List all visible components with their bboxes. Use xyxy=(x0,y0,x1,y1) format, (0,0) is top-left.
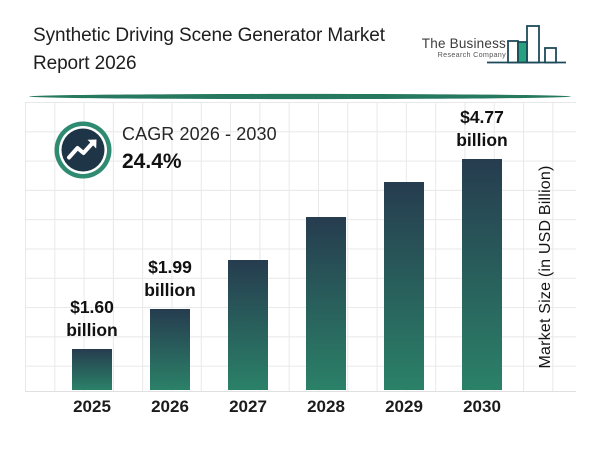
cagr-value: 24.4% xyxy=(122,150,182,173)
bar-2026 xyxy=(150,309,190,390)
bar-2030 xyxy=(462,159,502,390)
divider-line xyxy=(29,93,571,100)
value-label-2030: $4.77 billion xyxy=(456,107,508,150)
bar-2025 xyxy=(72,349,112,390)
company-logo-text: The Business Research Company xyxy=(418,36,506,59)
trend-up-icon xyxy=(54,121,112,179)
bar-2028 xyxy=(306,217,346,390)
cagr-text: CAGR 2026 - 2030 24.4% xyxy=(122,121,277,179)
page-title-line1: Synthetic Driving Scene Generator Market xyxy=(33,25,385,46)
cagr-block: CAGR 2026 - 2030 24.4% xyxy=(54,121,277,179)
company-subname: Research Company xyxy=(437,50,506,59)
x-tick-2029: 2029 xyxy=(385,397,423,416)
value-label-2025: $1.60 billion xyxy=(66,297,118,340)
page-title: Synthetic Driving Scene Generator Market… xyxy=(33,22,385,78)
cagr-label: CAGR 2026 - 2030 xyxy=(122,124,277,144)
x-tick-2030: 2030 xyxy=(463,397,501,416)
x-tick-2026: 2026 xyxy=(151,397,189,416)
value-label-2026: $1.99 billion xyxy=(144,257,196,300)
x-tick-2025: 2025 xyxy=(73,397,111,416)
y-axis-label: Market Size (in USD Billion) xyxy=(537,165,554,369)
company-logo: The Business Research Company xyxy=(418,12,578,68)
bar-2027 xyxy=(228,260,268,390)
company-name: The Business xyxy=(421,36,506,51)
bar-2029 xyxy=(384,182,424,390)
page-title-line2: Report 2026 xyxy=(33,53,137,74)
x-tick-2028: 2028 xyxy=(307,397,345,416)
x-tick-2027: 2027 xyxy=(229,397,267,416)
logo-bars-icon xyxy=(487,25,566,64)
